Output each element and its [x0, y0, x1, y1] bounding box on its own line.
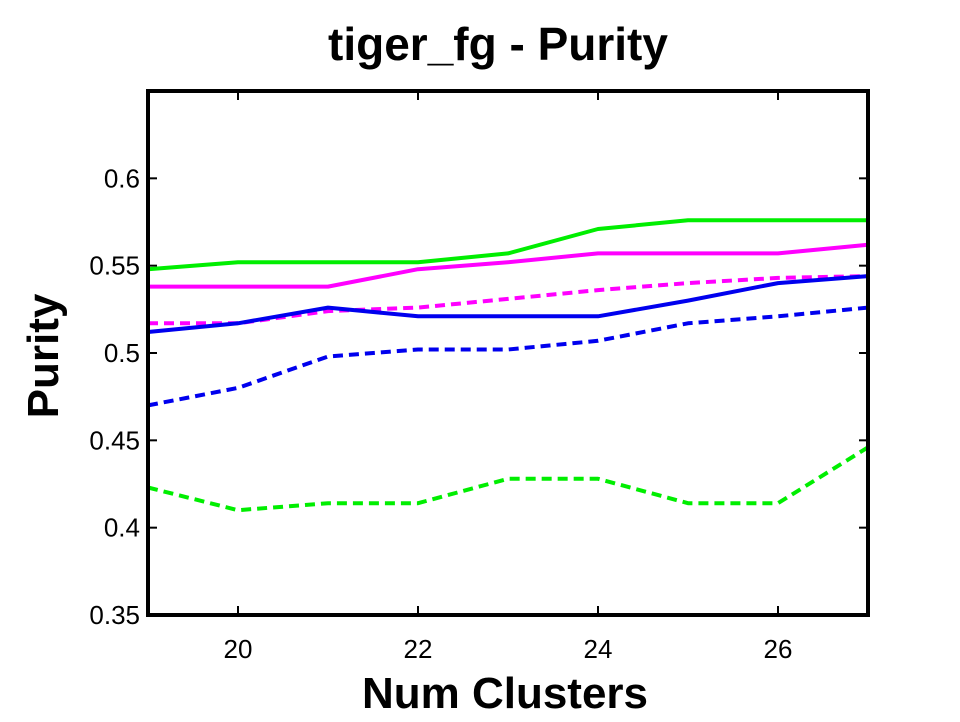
x-tick-label: 24: [584, 634, 613, 664]
y-axis-label: Purity: [19, 293, 68, 418]
x-tick-label: 26: [764, 634, 793, 664]
x-tick-label: 20: [224, 634, 253, 664]
y-tick-label: 0.6: [104, 163, 140, 193]
y-tick-label: 0.4: [104, 513, 140, 543]
x-tick-label: 22: [404, 634, 433, 664]
y-tick-label: 0.35: [89, 600, 140, 630]
series-line-green-dashed: [147, 445, 870, 513]
series-line-blue-solid: [147, 274, 869, 334]
plot-frame: [146, 89, 870, 617]
x-axis-label: Num Clusters: [362, 669, 648, 718]
series-layer: [147, 218, 870, 513]
y-tick-label: 0.5: [104, 338, 140, 368]
series-line-blue-dashed: [147, 305, 869, 408]
chart-title: tiger_fg - Purity: [328, 18, 668, 70]
series-line-green-solid: [147, 218, 868, 272]
series-line-magenta-solid: [148, 242, 869, 289]
y-tick-label: 0.45: [89, 425, 140, 455]
x-axis-ticks: 20 22 24 26: [224, 91, 793, 664]
y-tick-label: 0.55: [89, 251, 140, 281]
y-axis-ticks: 0.35 0.4 0.45 0.5 0.55 0.6: [89, 163, 868, 630]
